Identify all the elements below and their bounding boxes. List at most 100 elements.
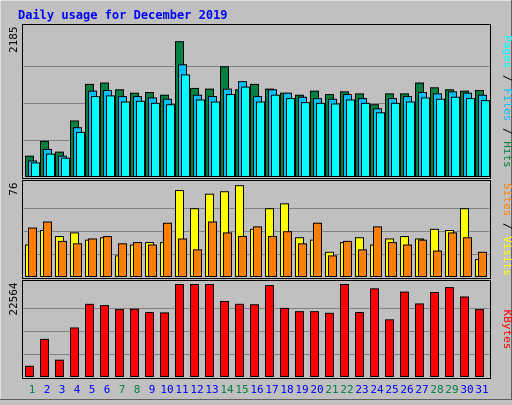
bar-sites-day-26 xyxy=(403,244,412,278)
bar-sites-day-30 xyxy=(463,237,472,277)
bar-sites-day-4 xyxy=(73,243,82,278)
day-label-10: 10 xyxy=(160,383,173,396)
panel-hits_files_pages: 2185 Pages / Files / Hits xyxy=(7,24,512,179)
legend-entry-files: Files xyxy=(501,88,512,121)
day-label-19: 19 xyxy=(295,383,308,396)
bar-pages-day-13 xyxy=(211,101,220,177)
bar-sites-day-23 xyxy=(358,249,367,278)
bar-pages-day-6 xyxy=(106,95,115,177)
bar-sites-day-20 xyxy=(313,222,322,278)
day-label-6: 6 xyxy=(104,383,111,396)
bar-sites-day-1 xyxy=(28,227,37,277)
day-label-24: 24 xyxy=(370,383,384,396)
bar-sites-day-9 xyxy=(148,244,157,278)
bar-sites-day-11 xyxy=(178,238,187,277)
legend-separator: / xyxy=(501,68,512,88)
bar-kbytes-day-2 xyxy=(40,338,49,377)
day-label-23: 23 xyxy=(355,383,368,396)
day-label-7: 7 xyxy=(119,383,126,396)
bar-kbytes-day-15 xyxy=(235,303,244,377)
bar-pages-day-7 xyxy=(121,101,130,177)
series-sites xyxy=(28,221,487,278)
bar-pages-day-11 xyxy=(181,74,190,177)
bar-sites-day-16 xyxy=(253,226,262,278)
bar-sites-day-19 xyxy=(298,243,307,278)
bar-sites-day-25 xyxy=(388,242,397,278)
day-label-8: 8 xyxy=(134,383,141,396)
series-pages xyxy=(31,74,490,178)
day-label-21: 21 xyxy=(325,383,338,396)
bar-pages-day-24 xyxy=(376,112,385,177)
y-max-label-visits_sites: 76 xyxy=(7,183,20,196)
bar-sites-day-28 xyxy=(433,250,442,278)
day-label-9: 9 xyxy=(149,383,156,396)
bar-pages-day-27 xyxy=(421,97,430,177)
day-label-3: 3 xyxy=(59,383,66,396)
day-label-25: 25 xyxy=(385,383,398,396)
bar-pages-day-28 xyxy=(436,98,445,177)
day-label-18: 18 xyxy=(280,383,293,396)
bar-kbytes-day-4 xyxy=(70,327,79,377)
bar-sites-day-5 xyxy=(88,238,97,277)
legend-kbytes: KBytes xyxy=(501,310,512,350)
bar-kbytes-day-14 xyxy=(220,300,229,377)
bar-pages-day-29 xyxy=(451,96,460,177)
day-label-13: 13 xyxy=(205,383,218,396)
series-kbytes xyxy=(25,284,484,378)
bar-sites-day-10 xyxy=(163,222,172,278)
bar-kbytes-day-11 xyxy=(175,284,184,377)
day-label-26: 26 xyxy=(400,383,413,396)
legend-entry-visits: Visits xyxy=(501,236,512,276)
bar-sites-day-17 xyxy=(268,236,277,277)
bar-pages-day-12 xyxy=(196,99,205,177)
bar-sites-day-29 xyxy=(448,232,457,277)
day-label-22: 22 xyxy=(340,383,353,396)
bar-kbytes-day-13 xyxy=(205,284,214,377)
bar-sites-day-12 xyxy=(193,249,202,278)
bar-sites-day-2 xyxy=(43,221,52,278)
bar-sites-day-8 xyxy=(133,242,142,278)
bar-kbytes-day-6 xyxy=(100,305,109,378)
legend-entry-sites: Sites xyxy=(501,183,512,216)
bar-kbytes-day-29 xyxy=(445,287,454,377)
bar-pages-day-9 xyxy=(151,102,160,177)
day-label-1: 1 xyxy=(29,383,36,396)
day-axis-labels: 1 2 3 4 5 6 7 8 9 10 11 12 13 14 15 16 17 18 19 20 21 22 23 24 2… xyxy=(29,383,489,396)
bar-kbytes-day-24 xyxy=(370,288,379,377)
bar-kbytes-day-21 xyxy=(325,312,334,377)
bar-pages-day-22 xyxy=(346,99,355,177)
bar-pages-day-10 xyxy=(166,104,175,177)
day-label-5: 5 xyxy=(89,383,96,396)
day-label-30: 30 xyxy=(460,383,473,396)
day-label-4: 4 xyxy=(74,383,81,396)
y-max-label-kbytes: 22564 xyxy=(7,282,20,315)
y-max-label-hits_files_pages: 2185 xyxy=(7,27,20,54)
bar-pages-day-16 xyxy=(256,101,265,177)
bar-sites-day-7 xyxy=(118,243,127,278)
bar-pages-day-8 xyxy=(136,100,145,177)
day-label-20: 20 xyxy=(310,383,323,396)
day-label-31: 31 xyxy=(475,383,488,396)
bar-kbytes-day-1 xyxy=(25,365,34,377)
bar-kbytes-day-23 xyxy=(355,311,364,378)
bar-kbytes-day-12 xyxy=(190,284,199,377)
legend-visits_sites: Sites / Visits xyxy=(501,183,512,276)
day-label-28: 28 xyxy=(430,383,443,396)
bar-kbytes-day-10 xyxy=(160,312,169,377)
bar-kbytes-day-5 xyxy=(85,303,94,377)
bar-pages-day-19 xyxy=(301,102,310,177)
bar-kbytes-day-26 xyxy=(400,291,409,377)
chart-panels: 2185 Pages / Files / Hits 76 Sites / Visits… xyxy=(7,24,512,379)
legend-entry-pages: Pages xyxy=(501,35,512,68)
legend-hits_files_pages: Pages / Files / Hits xyxy=(501,35,512,168)
bar-sites-day-24 xyxy=(373,226,382,278)
bar-kbytes-day-3 xyxy=(55,359,64,377)
legend-entry-kbytes: KBytes xyxy=(501,310,512,350)
chart-title: Daily usage for December 2019 xyxy=(18,8,228,22)
bar-sites-day-13 xyxy=(208,221,217,278)
panel-kbytes: 22564 KBytes xyxy=(7,280,512,379)
day-label-2: 2 xyxy=(44,383,51,396)
bar-sites-day-18 xyxy=(283,231,292,277)
